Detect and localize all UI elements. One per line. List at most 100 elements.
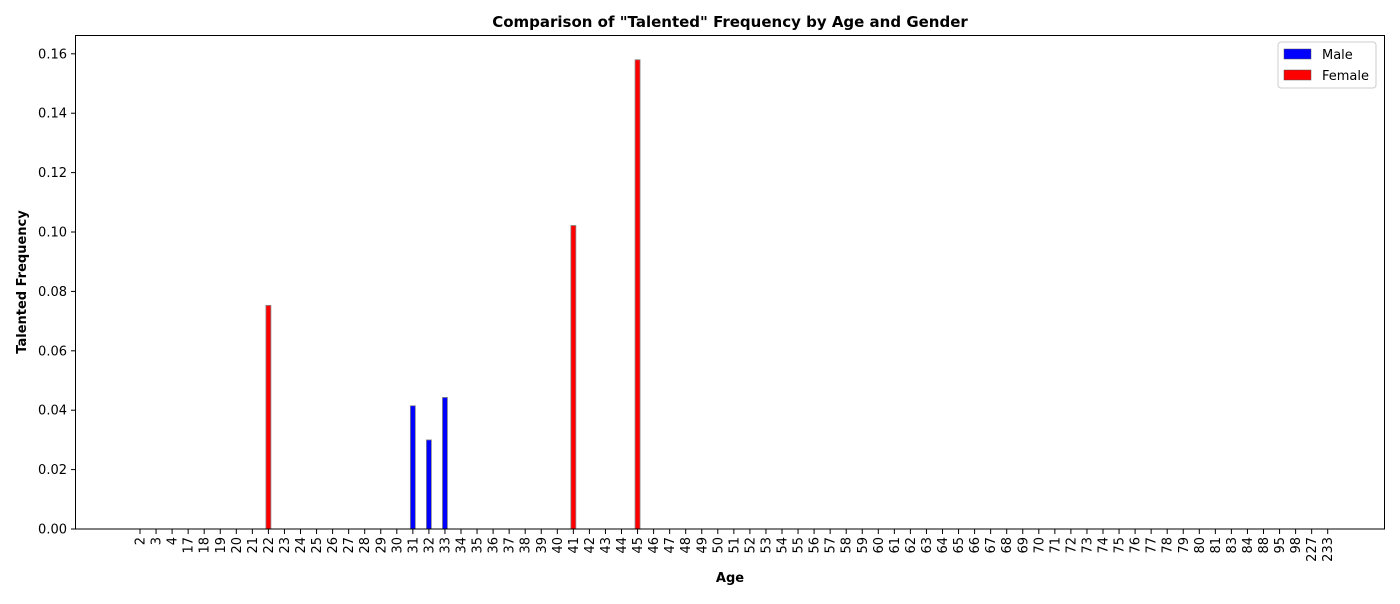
x-tick-label: 39 <box>535 537 550 554</box>
x-tick-label: 61 <box>888 537 903 554</box>
x-tick-label: 78 <box>1161 537 1176 554</box>
x-tick-label: 88 <box>1257 537 1272 554</box>
x-tick-label: 46 <box>647 537 662 554</box>
bar-female-age-45 <box>634 59 641 530</box>
x-tick-label: 44 <box>615 537 630 554</box>
x-tick-label: 64 <box>936 537 951 554</box>
x-tick-label: 79 <box>1177 537 1192 554</box>
x-tick-label: 81 <box>1209 537 1224 554</box>
x-tick-label: 25 <box>310 537 325 554</box>
x-tick-label: 52 <box>743 537 758 554</box>
x-tick-label: 38 <box>519 537 534 554</box>
x-axis: 2 3 4 17 18 19 20 21 22 23 24 25 26 27 28 29 30 31 32 33 34 3… <box>134 529 1336 562</box>
bar-male-age-32 <box>425 439 432 530</box>
x-tick-label: 18 <box>198 537 213 554</box>
x-tick-label: 43 <box>599 537 614 554</box>
x-tick-label: 70 <box>1032 537 1047 554</box>
x-tick-label: 17 <box>182 537 197 554</box>
x-tick-label: 31 <box>406 537 421 554</box>
x-tick-label: 24 <box>294 537 309 554</box>
x-tick-label: 33 <box>438 537 453 554</box>
chart-title: Comparison of "Talented" Frequency by Ag… <box>492 13 968 31</box>
legend-swatch-male <box>1283 48 1312 60</box>
y-tick-label: 0.08 <box>38 285 67 300</box>
x-tick-label: 68 <box>1000 537 1015 554</box>
x-tick-label: 45 <box>631 537 646 554</box>
x-tick-label: 58 <box>840 537 855 554</box>
x-tick-label: 19 <box>214 537 229 554</box>
x-tick-label: 48 <box>679 537 694 554</box>
bar-female-age-41 <box>570 225 577 530</box>
x-tick-label: 2 <box>134 537 149 545</box>
x-tick-label: 26 <box>326 537 341 554</box>
y-tick-label: 0.00 <box>38 523 67 538</box>
y-axis-label: Talented Frequency <box>15 210 30 354</box>
x-tick-label: 27 <box>342 537 357 554</box>
x-tick-label: 59 <box>856 537 871 554</box>
y-tick-label: 0.06 <box>38 344 67 359</box>
legend-label-female: Female <box>1322 69 1369 84</box>
x-tick-label: 30 <box>390 537 405 554</box>
bar-female-age-22 <box>265 304 272 530</box>
x-tick-label: 35 <box>471 537 486 554</box>
x-tick-label: 75 <box>1113 537 1128 554</box>
x-tick-label: 36 <box>487 537 502 554</box>
x-tick-label: 84 <box>1241 537 1256 554</box>
x-tick-label: 74 <box>1097 537 1112 554</box>
legend-label-male: Male <box>1322 48 1353 63</box>
y-axis: 0.00 0.02 0.04 0.06 0.08 0.10 0.12 0.14 0.16 <box>38 47 76 538</box>
legend: Male Female <box>1277 41 1377 89</box>
x-tick-label: 55 <box>792 537 807 554</box>
x-tick-label: 98 <box>1289 537 1304 554</box>
x-tick-label: 69 <box>1016 537 1031 554</box>
x-tick-label: 53 <box>759 537 774 554</box>
plot-area-frame <box>75 35 1385 530</box>
x-tick-label: 22 <box>262 537 277 554</box>
x-tick-label: 28 <box>358 537 373 554</box>
x-tick-label: 56 <box>808 537 823 554</box>
x-tick-label: 42 <box>583 537 598 554</box>
bars-layer <box>265 59 641 530</box>
x-tick-label: 66 <box>968 537 983 554</box>
y-tick-label: 0.04 <box>38 404 67 419</box>
x-tick-label: 23 <box>278 537 293 554</box>
x-tick-label: 63 <box>920 537 935 554</box>
x-tick-label: 71 <box>1048 537 1063 554</box>
y-tick-label: 0.02 <box>38 463 67 478</box>
x-tick-label: 73 <box>1080 537 1095 554</box>
y-tick-label: 0.14 <box>38 107 67 122</box>
x-tick-label: 233 <box>1321 537 1336 562</box>
x-tick-label: 4 <box>166 537 181 545</box>
x-tick-label: 47 <box>663 537 678 554</box>
x-tick-label: 21 <box>246 537 261 554</box>
y-tick-label: 0.12 <box>38 166 67 181</box>
x-tick-label: 67 <box>984 537 999 554</box>
bar-male-age-31 <box>409 405 416 530</box>
y-tick-label: 0.10 <box>38 226 67 241</box>
legend-swatch-female <box>1283 69 1312 81</box>
x-tick-label: 50 <box>711 537 726 554</box>
x-tick-label: 29 <box>374 537 389 554</box>
x-tick-label: 57 <box>824 537 839 554</box>
x-tick-label: 32 <box>422 537 437 554</box>
x-tick-label: 60 <box>872 537 887 554</box>
x-tick-label: 51 <box>727 537 742 554</box>
x-tick-label: 80 <box>1193 537 1208 554</box>
x-tick-label: 34 <box>455 537 470 554</box>
y-tick-label: 0.16 <box>38 47 67 62</box>
x-tick-label: 20 <box>230 537 245 554</box>
x-tick-label: 3 <box>150 537 165 545</box>
x-tick-label: 37 <box>503 537 518 554</box>
x-tick-label: 54 <box>776 537 791 554</box>
x-tick-label: 40 <box>551 537 566 554</box>
x-tick-label: 227 <box>1305 537 1320 562</box>
x-tick-label: 83 <box>1225 537 1240 554</box>
x-tick-label: 49 <box>695 537 710 554</box>
bar-male-age-33 <box>442 397 448 530</box>
x-tick-label: 65 <box>952 537 967 554</box>
x-axis-label: Age <box>716 571 744 586</box>
x-tick-label: 62 <box>904 537 919 554</box>
x-tick-label: 41 <box>567 537 582 554</box>
x-tick-label: 72 <box>1064 537 1079 554</box>
